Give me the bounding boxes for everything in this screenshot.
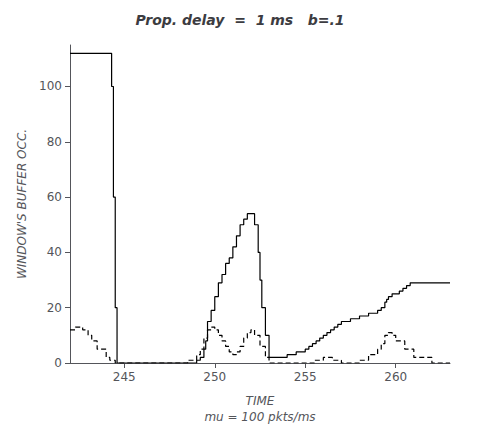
svg-text:80: 80 xyxy=(47,135,62,149)
svg-text:260: 260 xyxy=(384,370,407,384)
svg-text:TIME: TIME xyxy=(246,394,275,408)
svg-text:20: 20 xyxy=(47,301,62,315)
svg-text:250: 250 xyxy=(203,370,226,384)
svg-text:Prop. delay = 1 ms b=.1: Prop. delay = 1 ms b=.1 xyxy=(135,12,344,28)
svg-text:mu = 100 pkts/ms: mu = 100 pkts/ms xyxy=(204,410,315,424)
svg-text:0: 0 xyxy=(54,356,62,370)
svg-text:60: 60 xyxy=(47,190,62,204)
svg-text:WINDOW'S BUFFER OCC.: WINDOW'S BUFFER OCC. xyxy=(15,129,29,279)
svg-text:40: 40 xyxy=(47,245,62,259)
svg-text:245: 245 xyxy=(113,370,136,384)
svg-text:255: 255 xyxy=(294,370,317,384)
svg-text:100: 100 xyxy=(39,79,62,93)
